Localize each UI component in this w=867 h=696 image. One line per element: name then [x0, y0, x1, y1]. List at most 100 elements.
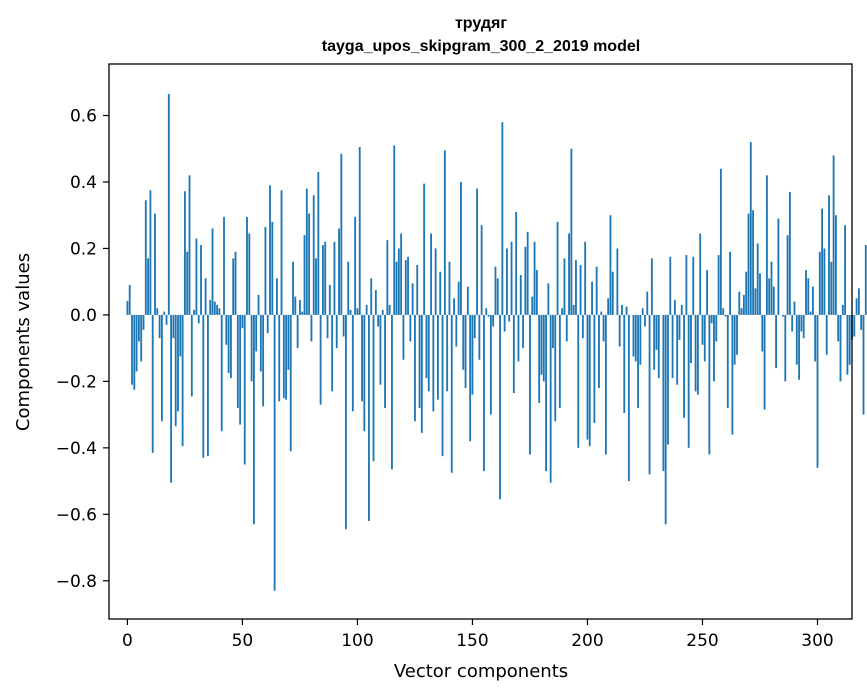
bar: [287, 314, 290, 370]
bar: [324, 241, 327, 315]
y-tick-label: −0.8: [56, 572, 97, 592]
bar: [607, 298, 610, 315]
bar: [662, 314, 665, 472]
bar: [747, 213, 750, 315]
bar: [354, 216, 357, 315]
bar: [616, 248, 619, 315]
bar: [715, 314, 718, 342]
bar: [255, 314, 258, 352]
bar: [473, 314, 476, 339]
bar: [496, 278, 499, 315]
bar: [326, 314, 329, 339]
bar: [832, 155, 835, 315]
bar: [160, 314, 163, 422]
bar: [678, 314, 681, 340]
bar: [772, 286, 775, 315]
bar: [519, 275, 522, 315]
bar: [692, 256, 695, 315]
bar: [466, 286, 469, 315]
bar: [857, 288, 860, 315]
bar: [372, 314, 375, 462]
bar: [834, 215, 837, 315]
bar: [414, 314, 416, 422]
bar: [379, 314, 382, 385]
bar: [423, 183, 426, 315]
bar: [400, 233, 403, 315]
bar: [282, 314, 285, 398]
bar: [204, 278, 207, 315]
bar: [657, 314, 660, 379]
bar: [637, 314, 639, 408]
bar: [289, 314, 292, 452]
x-axis-label: Vector components: [394, 661, 568, 682]
bar: [740, 308, 743, 315]
bar: [305, 188, 308, 315]
bar: [296, 314, 299, 349]
bar: [623, 314, 626, 413]
bar: [860, 314, 863, 330]
bar: [526, 231, 529, 315]
bar: [331, 314, 334, 392]
bar: [754, 288, 757, 315]
y-axis-ticks: −0.8 −0.6 −0.4 −0.2 0.0 0.2 0.4 0.6: [56, 107, 109, 592]
bar: [828, 195, 830, 315]
bar: [646, 291, 649, 315]
bar: [788, 191, 791, 315]
bar: [618, 314, 621, 347]
bar: [821, 208, 824, 315]
bar: [285, 314, 288, 400]
bar: [701, 314, 704, 345]
bar: [271, 221, 274, 315]
bar: [443, 150, 446, 315]
bar: [837, 314, 840, 342]
bar: [586, 314, 589, 440]
bar: [188, 175, 191, 315]
bar: [542, 314, 545, 382]
bar: [347, 261, 350, 315]
bar: [756, 243, 759, 315]
bar: [650, 258, 653, 315]
bar: [508, 314, 511, 322]
bar: [137, 314, 140, 342]
bar: [775, 314, 778, 369]
bar: [512, 314, 515, 394]
bar: [427, 314, 430, 392]
bar: [816, 314, 819, 468]
bar: [211, 228, 214, 315]
bar: [241, 314, 244, 329]
bar: [167, 93, 170, 315]
bar: [239, 314, 242, 425]
bar: [690, 314, 692, 364]
bar: [386, 240, 389, 315]
x-tick-label: 200: [571, 631, 603, 651]
bar: [738, 291, 741, 315]
bar: [349, 309, 352, 315]
bar: [807, 278, 810, 315]
bar: [770, 261, 773, 315]
x-tick-label: 150: [456, 631, 488, 651]
bar: [142, 314, 145, 330]
bar: [462, 314, 465, 370]
bar: [604, 314, 607, 455]
bar: [680, 304, 683, 315]
bar: [602, 314, 605, 342]
bar: [777, 218, 780, 315]
bar: [407, 256, 409, 315]
bar: [556, 221, 559, 315]
bar: [358, 147, 361, 315]
bar: [506, 248, 508, 315]
bar: [246, 216, 248, 315]
bar: [667, 314, 669, 445]
bar: [648, 314, 651, 475]
bar: [627, 314, 630, 482]
bar: [579, 265, 582, 315]
bar: [264, 226, 267, 315]
bar: [248, 233, 251, 315]
bar: [632, 314, 635, 357]
bar: [170, 314, 173, 483]
bar: [218, 308, 221, 315]
bar: [151, 314, 154, 453]
bar: [154, 213, 156, 315]
bar: [276, 278, 278, 315]
bar: [503, 314, 506, 332]
